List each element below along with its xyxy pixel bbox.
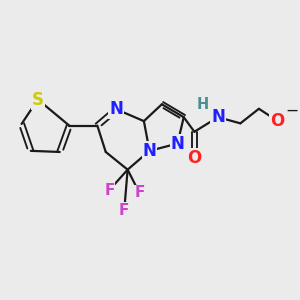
Text: O: O <box>270 112 284 130</box>
Text: N: N <box>110 100 123 118</box>
Text: —: — <box>287 106 298 116</box>
Text: F: F <box>119 203 129 218</box>
Text: N: N <box>171 134 184 152</box>
Text: S: S <box>32 91 44 109</box>
Text: N: N <box>211 108 225 126</box>
Text: O: O <box>187 148 202 166</box>
Text: F: F <box>104 183 115 198</box>
Text: F: F <box>134 185 145 200</box>
Text: H: H <box>197 97 209 112</box>
Text: N: N <box>142 142 156 160</box>
